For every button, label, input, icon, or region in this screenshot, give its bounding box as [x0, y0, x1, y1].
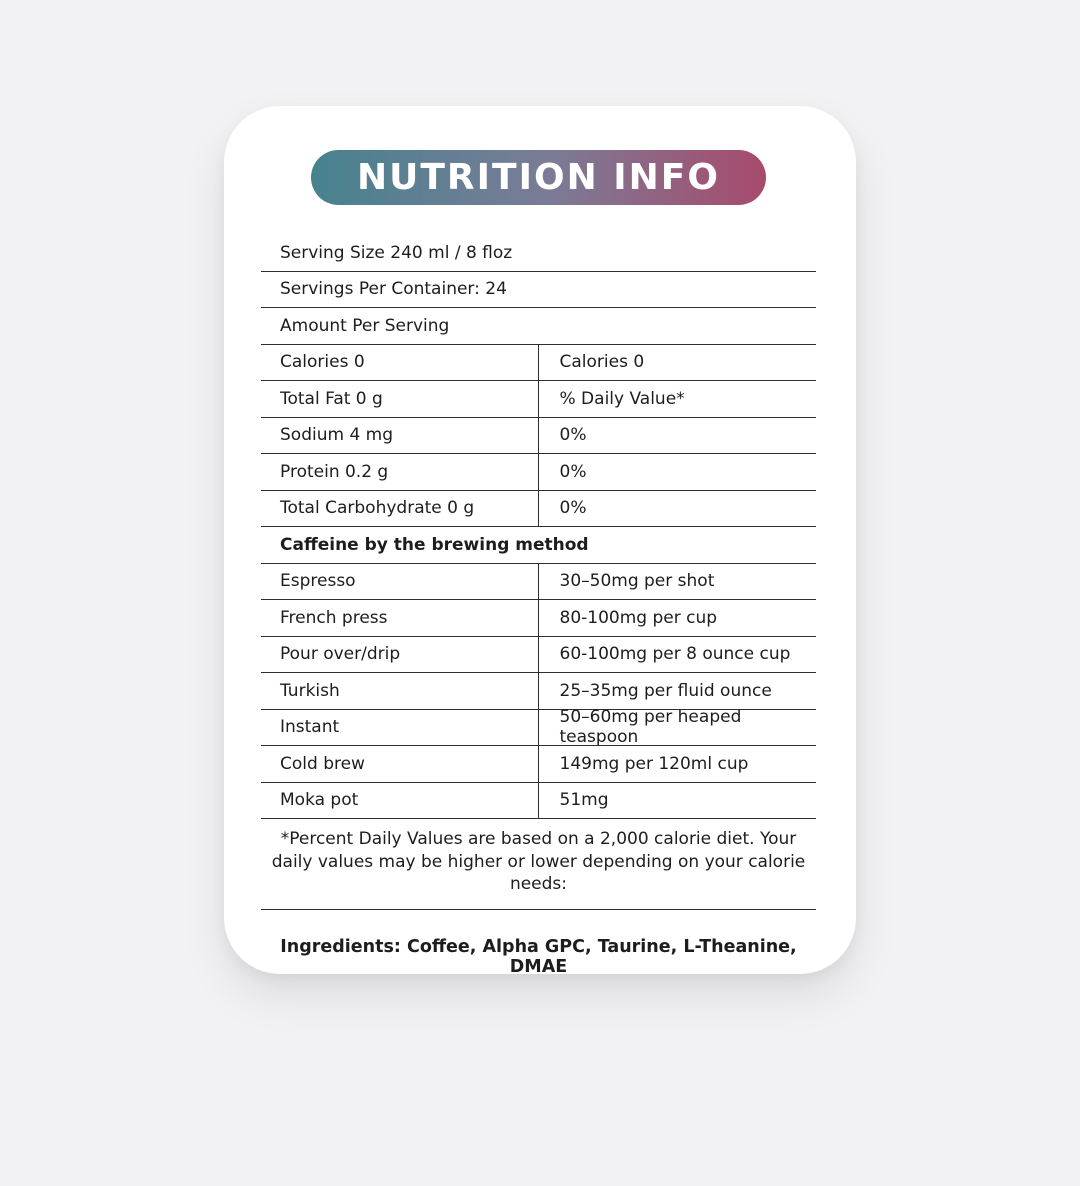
value-cell: 0%	[539, 418, 817, 454]
caffeine-amount-value: 30–50mg per shot	[559, 571, 715, 592]
table-row: Moka pot 51mg	[261, 782, 817, 819]
header-pill: NUTRITION INFO	[311, 150, 766, 205]
nutrient-value: Calories 0	[559, 352, 645, 373]
value-cell: Calories 0	[539, 345, 817, 381]
brew-method-label: Cold brew	[280, 753, 365, 774]
brew-method-cell: Cold brew	[261, 746, 539, 782]
caffeine-section-heading-row: Caffeine by the brewing method	[261, 527, 816, 564]
caffeine-amount-value: 25–35mg per fluid ounce	[559, 680, 772, 701]
nutrient-cell: Total Fat 0 g	[261, 381, 539, 417]
nutrient-label: Protein 0.2 g	[280, 461, 389, 482]
servings-per-container-text: Servings Per Container: 24	[280, 279, 507, 300]
nutrient-label: Sodium 4 mg	[280, 425, 394, 446]
caffeine-amount-cell: 25–35mg per fluid ounce	[539, 673, 817, 709]
brew-method-cell: Moka pot	[261, 782, 539, 818]
brew-method-label: Pour over/drip	[280, 644, 401, 665]
caffeine-amount-cell: 50–60mg per heaped teaspoon	[539, 707, 817, 748]
caffeine-amount-cell: 30–50mg per shot	[539, 564, 817, 600]
brew-method-label: Espresso	[280, 571, 356, 592]
table-row: Calories 0 Calories 0	[261, 344, 817, 381]
table-row: Pour over/drip 60-100mg per 8 ounce cup	[261, 636, 817, 673]
brew-method-cell: Espresso	[261, 563, 539, 599]
caffeine-amount-value: 80-100mg per cup	[559, 607, 718, 628]
value-cell: 0%	[539, 491, 817, 527]
serving-size-text: Serving Size 240 ml / 8 floz	[280, 242, 513, 263]
nutrient-cell: Sodium 4 mg	[261, 417, 539, 453]
nutrient-value: % Daily Value*	[559, 388, 685, 409]
value-cell: % Daily Value*	[539, 381, 817, 417]
nutrient-label: Total Carbohydrate 0 g	[280, 498, 475, 519]
nutrient-cell: Total Carbohydrate 0 g	[261, 490, 539, 526]
label-content: Serving Size 240 ml / 8 floz Servings Pe…	[261, 235, 816, 977]
brew-method-label: Moka pot	[280, 790, 359, 811]
table-row: Instant 50–60mg per heaped teaspoon	[261, 707, 817, 748]
table-row: Sodium 4 mg 0%	[261, 417, 817, 454]
brew-method-label: Instant	[280, 717, 340, 738]
caffeine-amount-cell: 149mg per 120ml cup	[539, 746, 817, 782]
caffeine-amount-cell: 60-100mg per 8 ounce cup	[539, 637, 817, 673]
brew-method-cell: Turkish	[261, 673, 539, 709]
caffeine-amount-cell: 80-100mg per cup	[539, 600, 817, 636]
table-row: Cold brew 149mg per 120ml cup	[261, 746, 816, 783]
brew-method-cell: Pour over/drip	[261, 636, 539, 672]
nutrition-label-card: NUTRITION INFO Serving Size 240 ml / 8 f…	[224, 106, 856, 977]
nutrient-cell: Calories 0	[261, 344, 539, 380]
amount-per-serving-row: Amount Per Serving	[261, 308, 816, 345]
table-row: Protein 0.2 g 0%	[261, 454, 816, 491]
servings-per-container-row: Servings Per Container: 24	[261, 272, 816, 308]
table-row: French press 80-100mg per cup	[261, 600, 816, 637]
table-row: Turkish 25–35mg per fluid ounce	[261, 673, 816, 710]
brew-method-label: French press	[280, 607, 388, 628]
nutrient-label: Calories 0	[280, 352, 365, 373]
brew-method-label: Turkish	[280, 680, 340, 701]
brew-method-cell: Instant	[261, 709, 539, 745]
ingredients-text: Ingredients: Coffee, Alpha GPC, Taurine,…	[280, 936, 797, 977]
table-row: Espresso 30–50mg per shot	[261, 563, 817, 600]
nutrient-value: 0%	[559, 461, 587, 482]
value-cell: 0%	[539, 454, 817, 490]
nutrient-cell: Protein 0.2 g	[261, 454, 539, 490]
nutrient-value: 0%	[559, 498, 587, 519]
caffeine-amount-cell: 51mg	[539, 783, 817, 819]
serving-size-row: Serving Size 240 ml / 8 floz	[261, 235, 816, 272]
amount-per-serving-text: Amount Per Serving	[280, 315, 450, 336]
table-row: Total Fat 0 g % Daily Value*	[261, 381, 816, 418]
caffeine-amount-value: 60-100mg per 8 ounce cup	[559, 644, 791, 665]
caffeine-amount-value: 149mg per 120ml cup	[559, 753, 749, 774]
page-title: NUTRITION INFO	[357, 157, 720, 198]
nutrient-value: 0%	[559, 425, 587, 446]
caffeine-amount-value: 51mg	[559, 790, 609, 811]
brew-method-cell: French press	[261, 600, 539, 636]
nutrient-label: Total Fat 0 g	[280, 388, 383, 409]
table-row: Total Carbohydrate 0 g 0%	[261, 490, 817, 527]
caffeine-section-heading: Caffeine by the brewing method	[280, 534, 589, 555]
daily-values-footnote: *Percent Daily Values are based on a 2,0…	[261, 819, 816, 910]
caffeine-amount-value: 50–60mg per heaped teaspoon	[559, 707, 742, 748]
